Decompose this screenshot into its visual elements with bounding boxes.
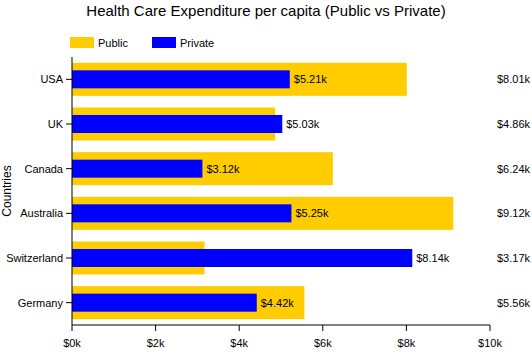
- x-tick-label: $6k: [314, 337, 332, 349]
- y-tick-label: Germany: [18, 297, 64, 309]
- legend: Public Private: [70, 37, 214, 49]
- bar: [72, 249, 412, 267]
- y-tick-label: Canada: [24, 163, 63, 175]
- bar: [72, 204, 291, 222]
- x-tick: [322, 325, 323, 331]
- y-tick: [66, 213, 72, 214]
- bar: [72, 70, 290, 88]
- bar: [72, 160, 202, 178]
- y-tick: [66, 258, 72, 259]
- y-axis-line: [72, 57, 73, 325]
- x-tick: [490, 325, 491, 331]
- x-tick: [72, 325, 73, 331]
- legend-label: Private: [180, 37, 214, 49]
- x-tick-label: $4k: [230, 337, 248, 349]
- data-label: $5.03k: [286, 118, 320, 130]
- axes: $0k $2k $4k $6k $8k $10k USA UK Canada Australia S…: [6, 57, 502, 349]
- data-label: $5.21k: [294, 73, 328, 85]
- bar: [72, 152, 333, 185]
- title: Health Care Expenditure per capita (Publ…: [86, 2, 445, 19]
- bar: [72, 197, 453, 230]
- x-tick: [155, 325, 156, 331]
- chart: Health Care Expenditure per capita (Publ…: [0, 0, 532, 355]
- data-label: $3.12k: [206, 163, 240, 175]
- y-tick: [66, 302, 72, 303]
- data-label: $8.14k: [416, 252, 450, 264]
- bars: [72, 63, 453, 319]
- data-label: $8.01k: [497, 73, 531, 85]
- y-tick: [66, 79, 72, 80]
- data-label: $6.24k: [497, 163, 531, 175]
- legend-label: Public: [98, 37, 128, 49]
- legend-swatch: [70, 37, 94, 48]
- y-axis-label: Countries: [0, 165, 14, 216]
- data-label: $9.12k: [497, 207, 531, 219]
- x-tick-label: $2k: [147, 337, 165, 349]
- y-tick-label: UK: [48, 118, 64, 130]
- x-tick-label: $0k: [63, 337, 81, 349]
- y-tick-label: Australia: [20, 207, 64, 219]
- x-axis-line: [72, 325, 490, 326]
- x-tick-label: $10k: [478, 337, 502, 349]
- data-labels: $8.01k $4.86k $6.24k $9.12k $3.17k $5.56k $5.2…: [206, 73, 530, 308]
- y-tick-label: USA: [40, 73, 63, 85]
- bar: [72, 63, 407, 96]
- x-tick: [239, 325, 240, 331]
- bar: [72, 115, 282, 133]
- bar: [72, 286, 304, 319]
- data-label: $3.17k: [497, 252, 531, 264]
- data-label: $5.25k: [295, 207, 329, 219]
- x-tick-label: $8k: [398, 337, 416, 349]
- y-tick-label: Switzerland: [6, 252, 63, 264]
- bar: [72, 294, 257, 312]
- y-tick: [66, 124, 72, 125]
- y-tick: [66, 168, 72, 169]
- data-label: $4.42k: [261, 297, 295, 309]
- x-tick: [406, 325, 407, 331]
- data-label: $4.86k: [497, 118, 531, 130]
- data-label: $5.56k: [497, 297, 531, 309]
- legend-swatch: [152, 37, 176, 48]
